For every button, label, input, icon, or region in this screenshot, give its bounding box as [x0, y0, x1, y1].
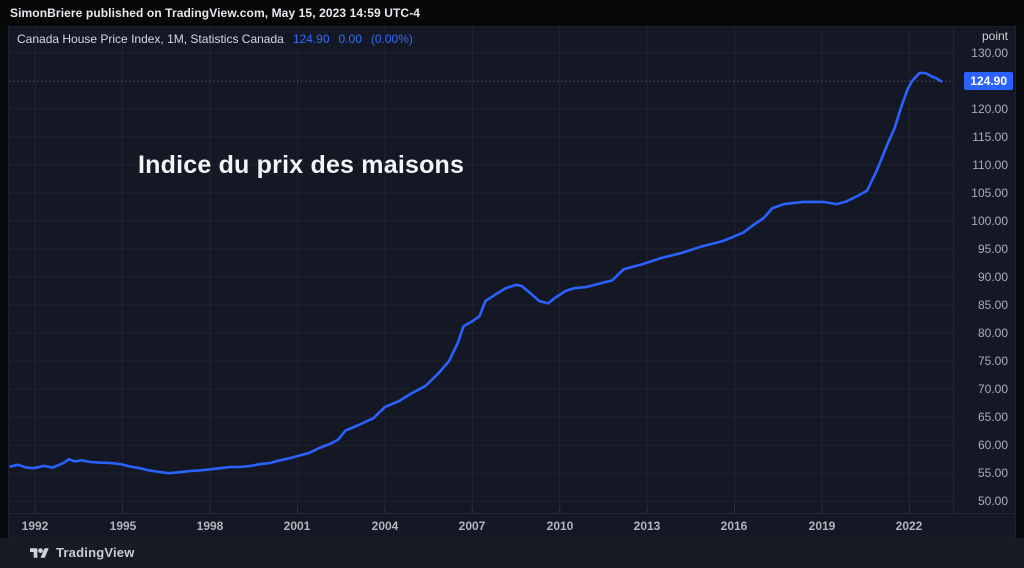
y-axis-label: 105.00	[971, 186, 1008, 200]
x-axis-label: 1992	[21, 519, 49, 533]
last-price-badge: 124.90	[964, 72, 1013, 90]
x-axis-label: 2010	[546, 519, 574, 533]
footer-bar: TradingView	[0, 538, 1024, 568]
x-axis-label: 2004	[371, 519, 399, 533]
tradingview-logo-icon	[30, 546, 49, 560]
price-index-line	[9, 71, 943, 475]
legend-last-value: 124.90	[292, 32, 330, 46]
x-axis-label: 1995	[109, 519, 137, 533]
y-axis-label: 115.00	[972, 130, 1008, 144]
legend-change-percent: (0.00%)	[370, 32, 413, 46]
y-axis-label: 75.00	[977, 354, 1008, 368]
chart-panel: Canada House Price Index, 1M, Statistics…	[8, 26, 1017, 539]
y-axis-label: 130.00	[971, 46, 1008, 60]
y-axis-label: 85.00	[977, 298, 1008, 312]
price-scale[interactable]: point 124.90 130.00125.00120.00115.00110…	[953, 27, 1017, 513]
legend-change: 0.00	[338, 32, 362, 46]
x-axis-label: 2016	[720, 519, 748, 533]
x-axis-label: 2001	[283, 519, 311, 533]
y-axis-label: 50.00	[977, 494, 1008, 508]
chart-plot-area[interactable]	[9, 27, 953, 513]
y-axis-label: 55.00	[977, 466, 1008, 480]
attribution-text: SimonBriere published on TradingView.com…	[10, 6, 421, 20]
x-axis-label: 2019	[808, 519, 836, 533]
y-axis-label: 110.00	[972, 158, 1008, 172]
tradingview-wordmark: TradingView	[56, 545, 135, 560]
attribution-bar: SimonBriere published on TradingView.com…	[0, 0, 1024, 26]
price-scale-unit-label: point	[981, 29, 1008, 43]
x-axis-label: 2013	[633, 519, 661, 533]
x-axis-label: 2022	[895, 519, 923, 533]
chart-legend: Canada House Price Index, 1M, Statistics…	[17, 32, 413, 46]
y-axis-label: 95.00	[977, 242, 1008, 256]
tradingview-link[interactable]: TradingView	[30, 545, 135, 560]
y-axis-label: 80.00	[977, 326, 1008, 340]
x-axis-label: 1998	[196, 519, 224, 533]
y-axis-label: 90.00	[977, 270, 1008, 284]
y-axis-label: 120.00	[971, 102, 1008, 116]
y-axis-label: 100.00	[971, 214, 1008, 228]
y-axis-label: 65.00	[977, 410, 1008, 424]
y-axis-label: 60.00	[977, 438, 1008, 452]
chart-overlay-title: Indice du prix des maisons	[138, 151, 465, 179]
time-scale[interactable]: 1992 1995 1998 2001 2004 2007 2010 2013 2016 2019…	[9, 513, 1017, 539]
y-axis-label: 70.00	[977, 382, 1008, 396]
legend-symbol-title[interactable]: Canada House Price Index, 1M, Statistics…	[17, 32, 284, 46]
x-axis-label: 2007	[458, 519, 486, 533]
